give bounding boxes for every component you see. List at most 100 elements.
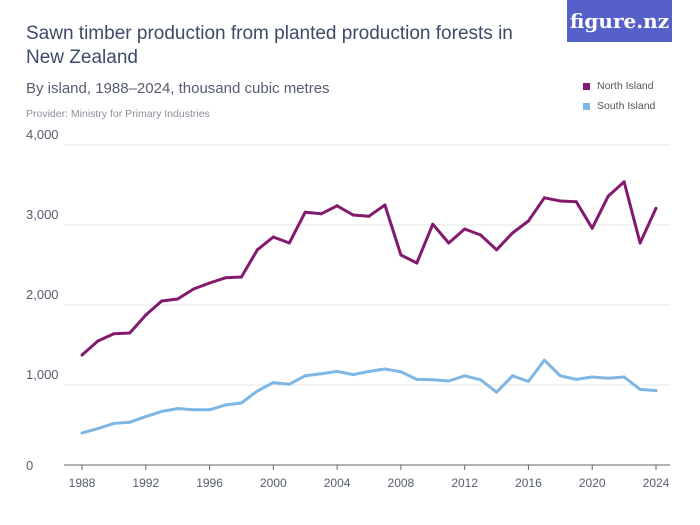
data-point (447, 241, 451, 245)
provider: Provider: Ministry for Primary Industrie… (26, 108, 210, 120)
data-point (303, 374, 307, 378)
y-tick-label: 0 (26, 458, 33, 473)
chart-subtitle: By island, 1988–2024, thousand cubic met… (26, 80, 330, 97)
data-point (192, 408, 196, 412)
data-point (590, 226, 594, 230)
data-point (351, 213, 355, 217)
legend: North Island South Island (583, 76, 655, 116)
legend-label: North Island (597, 80, 654, 92)
data-point (526, 379, 530, 383)
data-point (112, 332, 116, 336)
data-point (399, 370, 403, 374)
data-point (160, 299, 164, 303)
data-point (558, 199, 562, 203)
data-point (606, 376, 610, 380)
data-point (144, 313, 148, 317)
data-point (192, 287, 196, 291)
data-point (335, 204, 339, 208)
data-point (558, 374, 562, 378)
data-point (511, 231, 514, 235)
y-tick-label: 3,000 (26, 207, 59, 222)
data-point (96, 427, 100, 431)
data-point (208, 281, 212, 285)
data-point (255, 389, 259, 393)
data-point (80, 431, 84, 435)
data-point (112, 421, 116, 425)
data-point (638, 241, 642, 245)
data-point (351, 373, 355, 377)
x-tick-label: 1988 (69, 476, 96, 490)
data-point (224, 276, 227, 280)
data-point (335, 369, 339, 373)
x-tick-label: 1992 (132, 476, 159, 490)
data-point (399, 253, 403, 257)
legend-label: South Island (597, 100, 656, 112)
data-point (622, 180, 626, 184)
data-point (176, 407, 180, 411)
data-point (239, 275, 243, 279)
data-point (447, 379, 451, 383)
series-line-north-island (81, 180, 658, 357)
data-point (271, 235, 275, 239)
data-point (638, 387, 642, 391)
data-point (208, 408, 212, 412)
legend-swatch-south (583, 102, 590, 110)
data-point (287, 241, 291, 245)
data-point (463, 374, 467, 378)
data-point (574, 377, 578, 381)
y-tick-label: 4,000 (26, 127, 59, 142)
data-point (224, 403, 227, 407)
figure-nz-logo[interactable]: figure.nz (567, 0, 672, 42)
data-point (319, 372, 323, 376)
x-tick-label: 2000 (260, 476, 287, 490)
data-point (367, 369, 371, 373)
data-point (463, 227, 467, 231)
data-point (271, 381, 275, 385)
data-point (495, 390, 499, 394)
data-point (319, 212, 323, 216)
data-point (287, 382, 291, 386)
data-point (511, 374, 514, 378)
data-point (367, 214, 371, 218)
data-point (176, 297, 180, 301)
data-point (479, 378, 483, 382)
data-point (255, 248, 259, 252)
x-tick-label: 2008 (388, 476, 415, 490)
data-point (542, 358, 546, 362)
data-point (590, 375, 594, 379)
data-point (542, 196, 546, 200)
data-point (415, 377, 419, 381)
x-tick-label: 1996 (196, 476, 223, 490)
data-point (479, 233, 483, 237)
x-tick-label: 2004 (324, 476, 351, 490)
data-point (654, 206, 658, 210)
x-tick-label: 2016 (515, 476, 542, 490)
data-point (526, 219, 530, 223)
legend-swatch-north (583, 82, 590, 90)
data-point (239, 401, 243, 405)
data-point (128, 420, 132, 424)
data-point (495, 248, 499, 252)
y-tick-label: 1,000 (26, 367, 59, 382)
data-point (383, 367, 387, 371)
data-point (431, 222, 435, 226)
chart-title: Sawn timber production from planted prod… (26, 23, 513, 68)
data-point (96, 339, 100, 343)
data-point (622, 375, 626, 379)
legend-north: North Island (583, 76, 655, 96)
data-point (80, 353, 84, 357)
data-point (144, 415, 148, 419)
data-point (654, 389, 658, 393)
data-point (303, 210, 307, 214)
data-point (606, 194, 610, 198)
data-point (415, 261, 419, 265)
y-tick-label: 2,000 (26, 287, 59, 302)
data-point (431, 378, 435, 382)
x-tick-label: 2024 (643, 476, 670, 490)
data-point (574, 200, 578, 204)
data-point (160, 409, 164, 413)
x-tick-label: 2012 (451, 476, 478, 490)
data-point (383, 203, 387, 207)
x-tick-label: 2020 (579, 476, 606, 490)
